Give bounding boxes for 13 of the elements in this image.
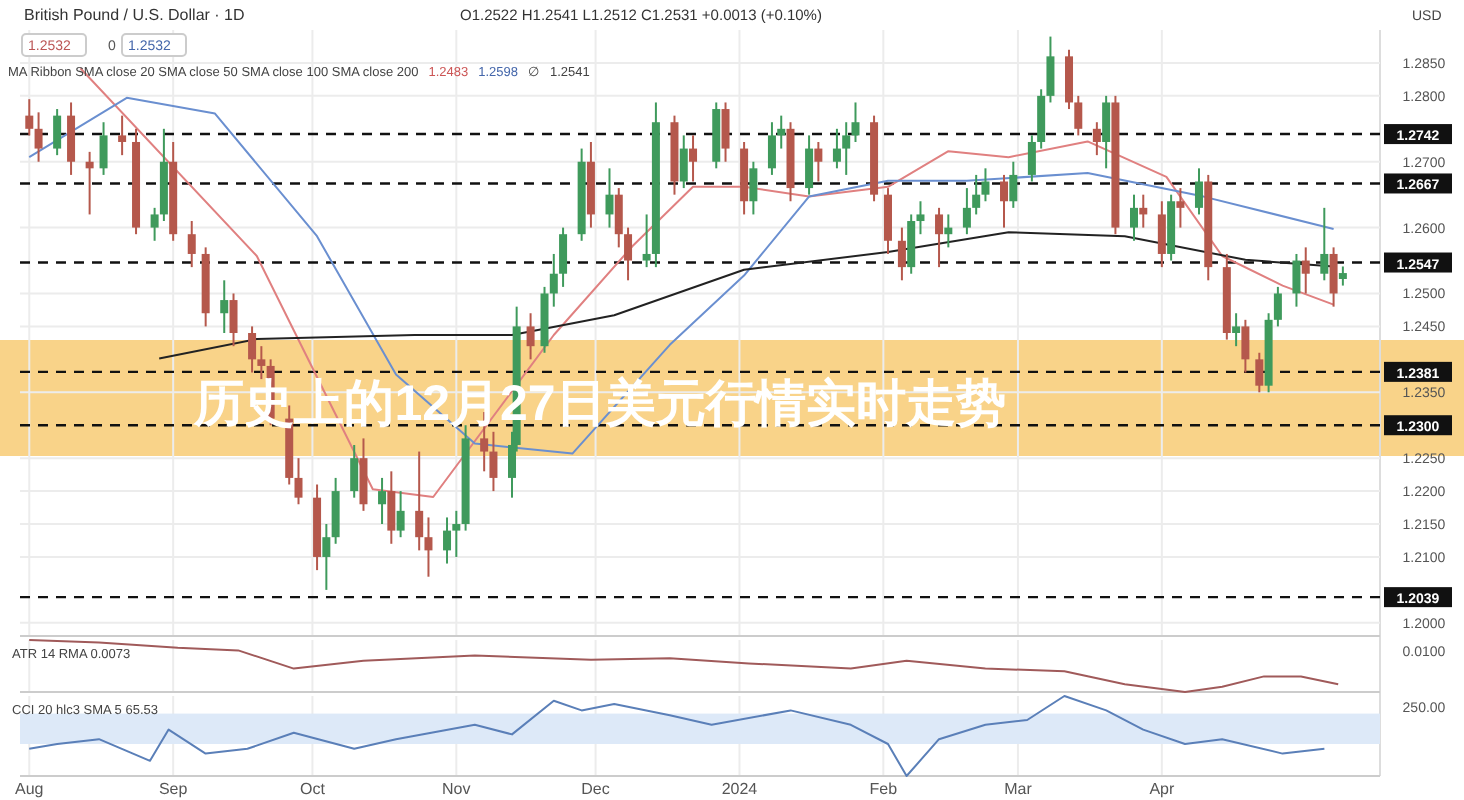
line-series [28,96,1335,455]
x-tick-label: Aug [15,780,44,798]
text: British Pound / U.S. Dollar · 1D [24,6,245,24]
line-series [158,231,1335,360]
x-tick-label: Nov [442,780,471,798]
x-tick-label: Sep [158,780,189,798]
x-tick-label: Mar [1004,780,1033,798]
x-tick-label: Apr [1149,780,1175,798]
x-tick-label: Oct [299,780,327,798]
x-tick-label: 2024 [721,780,759,798]
line-series [79,67,1335,498]
x-tick-label: Dec [581,780,610,798]
x-tick-label: Feb [869,780,899,798]
